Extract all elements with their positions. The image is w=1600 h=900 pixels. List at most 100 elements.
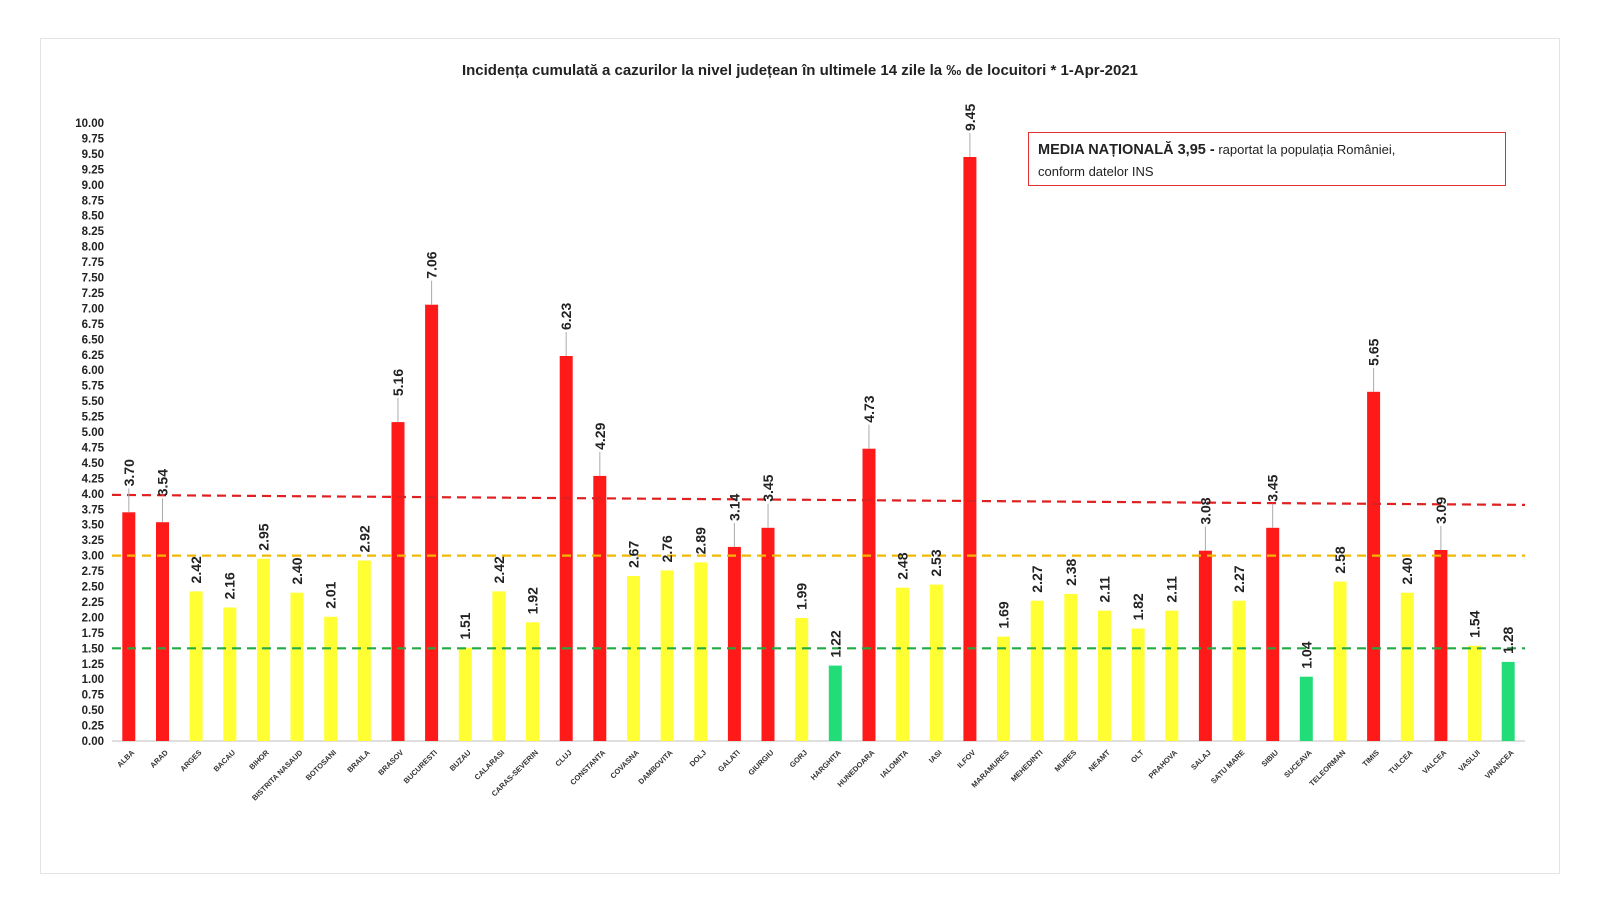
value-label: 3.09 (1433, 497, 1449, 524)
x-tick-label: VALCEA (1421, 748, 1449, 776)
x-tick-label: SIBIU (1260, 748, 1281, 769)
x-tick-label: ALBA (115, 748, 137, 770)
value-label: 3.54 (154, 469, 170, 496)
y-tick-label: 1.25 (82, 659, 105, 671)
bar-constanta (593, 475, 607, 741)
bar-teleorman (1333, 581, 1347, 741)
y-tick-label: 8.25 (82, 226, 105, 238)
x-tick-label: CALARASI (473, 748, 507, 782)
bar-caras-severin (526, 622, 539, 741)
x-tick-label: TIMIS (1361, 748, 1382, 769)
bar-iasi (929, 584, 943, 741)
y-tick-label: 1.50 (82, 643, 104, 655)
value-label: 2.95 (255, 523, 271, 550)
value-label: 1.51 (457, 612, 473, 639)
value-label: 5.16 (390, 369, 406, 396)
y-tick-label: 8.00 (82, 242, 104, 254)
value-label: 2.42 (188, 556, 204, 583)
value-label: 2.92 (356, 525, 372, 552)
y-tick-label: 3.50 (82, 520, 104, 532)
value-label: 2.53 (928, 549, 944, 576)
x-tick-label: DOLJ (688, 748, 709, 769)
x-tick-label: SATU MARE (1209, 748, 1246, 785)
y-tick-label: 9.75 (82, 133, 105, 145)
value-label: 2.48 (895, 552, 911, 579)
bar-covasna (627, 576, 640, 741)
y-tick-label: 9.00 (82, 180, 104, 192)
y-tick-label: 3.75 (82, 504, 105, 516)
x-tick-label: IASI (927, 748, 944, 765)
y-tick-label: 5.00 (82, 427, 104, 439)
bar-mehedinti (1030, 600, 1044, 741)
y-tick-label: 0.25 (82, 721, 105, 733)
y-tick-label: 4.00 (82, 489, 104, 501)
value-label: 2.11 (1096, 576, 1112, 603)
value-label: 2.27 (1029, 565, 1045, 592)
bar-olt (1131, 628, 1145, 741)
value-label: 5.65 (1366, 338, 1382, 365)
bar-dolj (694, 562, 708, 741)
x-tick-label: IALOMITA (878, 748, 910, 780)
y-tick-label: 7.50 (82, 273, 104, 285)
x-tick-label: MURES (1053, 748, 1079, 774)
x-tick-label: TELEORMAN (1307, 748, 1347, 788)
value-label: 2.42 (491, 556, 507, 583)
bar-dambovita (660, 570, 674, 741)
value-label: 2.01 (323, 581, 339, 608)
y-tick-label: 7.00 (82, 303, 104, 315)
bar-arad (156, 522, 169, 741)
x-tick-label: ARGES (178, 748, 203, 773)
bar-bucuresti (425, 304, 439, 741)
value-label: 4.73 (861, 395, 877, 422)
value-label: 3.45 (760, 474, 776, 501)
value-label: 2.76 (659, 535, 675, 562)
value-label: 2.40 (289, 557, 305, 584)
y-tick-label: 10.00 (75, 118, 104, 130)
y-tick-label: 4.75 (82, 442, 105, 454)
threshold-line-3-95 (111, 493, 1526, 506)
bar-ilfov (963, 157, 977, 741)
value-label: 1.82 (1130, 593, 1146, 620)
value-label: 2.89 (693, 527, 709, 554)
bar-bistrita-nasaud (290, 592, 304, 741)
x-tick-label: DAMBOVITA (636, 748, 674, 786)
bar-valcea (1434, 550, 1448, 741)
y-tick-label: 7.75 (82, 257, 105, 269)
value-label: 2.11 (1164, 576, 1180, 603)
value-label: 3.14 (726, 493, 742, 520)
x-tick-label: CONSTANTA (568, 748, 607, 787)
bar-prahova (1165, 610, 1179, 741)
x-tick-label: VASLUI (1457, 748, 1482, 773)
x-tick-label: BOTOSANI (304, 748, 338, 782)
y-tick-label: 5.75 (82, 381, 105, 393)
bar-satu-mare (1232, 600, 1246, 741)
bar-neamt (1098, 610, 1111, 741)
x-tick-label: COVASNA (608, 748, 641, 781)
y-tick-label: 5.50 (82, 396, 104, 408)
y-tick-label: 1.75 (82, 628, 105, 640)
bar-bacau (223, 607, 237, 741)
y-tick-label: 3.25 (82, 535, 105, 547)
bar-alba (122, 512, 136, 741)
bar-bihor (256, 558, 270, 741)
x-tick-label: BUCURESTI (402, 748, 439, 785)
y-tick-label: 1.00 (82, 674, 104, 686)
x-tick-label: GALATI (716, 748, 742, 774)
value-label: 2.40 (1399, 557, 1415, 584)
value-label: 3.08 (1197, 497, 1213, 524)
y-tick-label: 0.75 (82, 690, 105, 702)
value-label: 2.16 (222, 572, 238, 599)
x-tick-label: CLUJ (553, 748, 573, 768)
value-label: 3.45 (1265, 474, 1281, 501)
y-tick-label: 8.50 (82, 211, 104, 223)
bar-galati (727, 546, 741, 741)
y-tick-label: 2.50 (82, 582, 104, 594)
bar-ialomita (896, 587, 910, 741)
x-tick-label: BRAILA (345, 748, 372, 775)
x-tick-label: BACAU (212, 748, 238, 774)
value-label: 1.28 (1500, 626, 1516, 653)
bar-harghita (828, 665, 842, 741)
bar-hunedoara (862, 448, 876, 741)
y-tick-label: 6.00 (82, 365, 104, 377)
x-tick-label: TULCEA (1387, 748, 1415, 776)
